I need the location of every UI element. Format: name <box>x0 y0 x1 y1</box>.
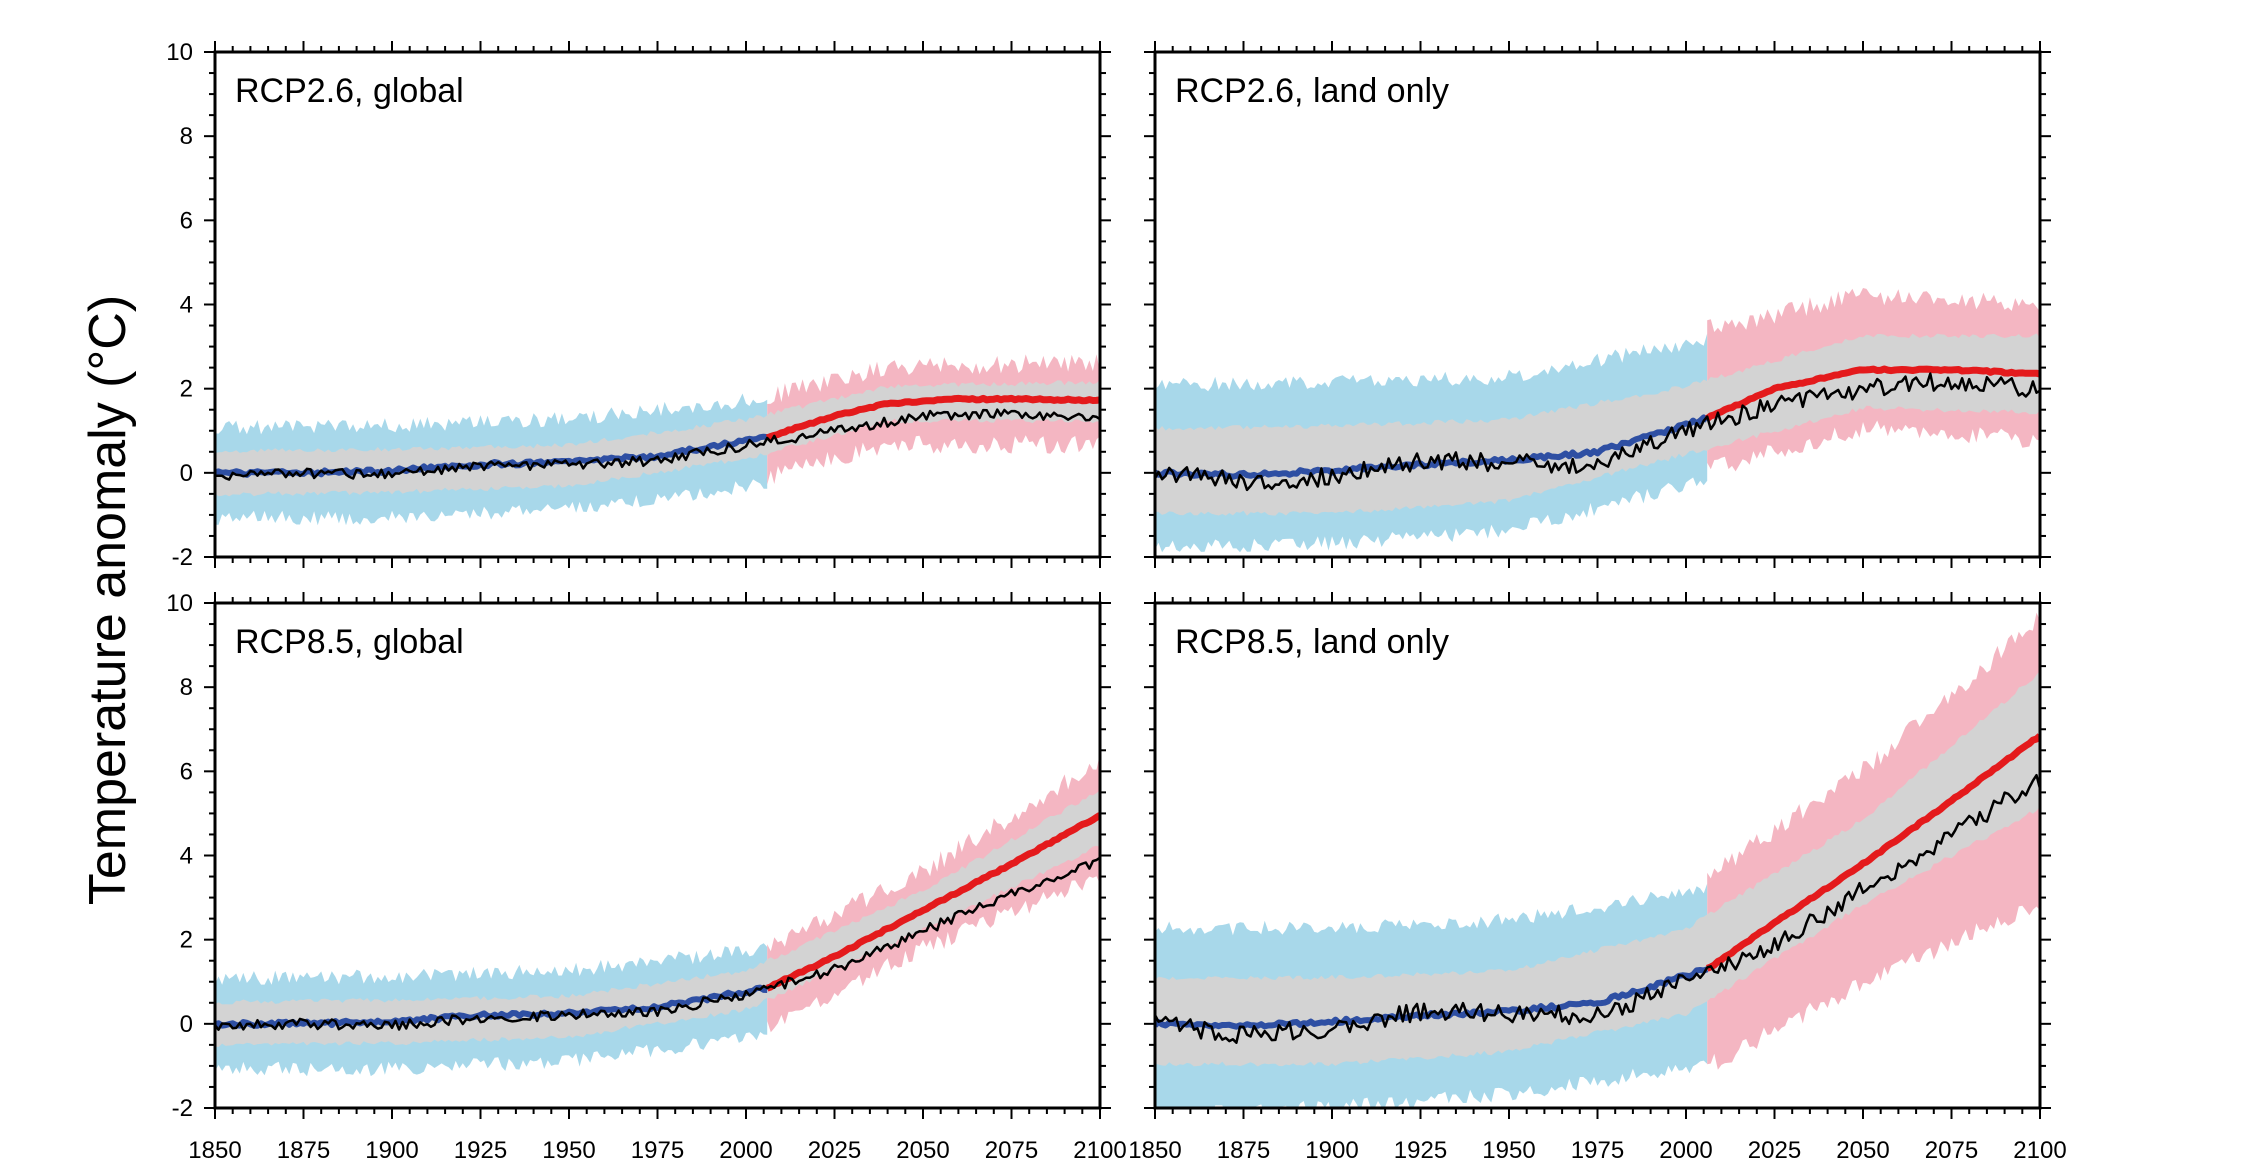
x-tick-label: 1850 <box>1128 1137 1181 1164</box>
plot-area <box>215 354 1100 526</box>
single-run-line <box>1155 773 2040 1044</box>
panel-title: RCP8.5, land only <box>1175 623 1449 661</box>
x-tick-label: 2050 <box>1836 1137 1889 1164</box>
y-tick-label: 4 <box>180 843 193 870</box>
x-tick-label: 1950 <box>1482 1137 1535 1164</box>
single-run-line <box>215 856 1100 1031</box>
projection-mean-line <box>766 812 1100 992</box>
projection-mean-line <box>1706 733 2040 972</box>
plot-area <box>215 753 1100 1077</box>
x-tick-label: 2025 <box>1748 1137 1801 1164</box>
panel-bottom-right: 1850 1875 1900 1925 1950 1975 2000 2025 2050 2075… <box>1128 592 2067 1164</box>
x-tick-label: 1875 <box>1217 1137 1270 1164</box>
y-tick-label: 10 <box>166 39 193 66</box>
y-tick-label: 2 <box>180 376 193 403</box>
x-tick-label: 1925 <box>1394 1137 1447 1164</box>
x-tick-label: 2000 <box>719 1137 772 1164</box>
x-tick-label: 2050 <box>896 1137 949 1164</box>
x-tick-label: 1850 <box>188 1137 241 1164</box>
historical-mean-line <box>1155 414 1710 480</box>
x-tick-label: 2075 <box>985 1137 1038 1164</box>
y-axis-label: Temperature anomaly (°C) <box>79 295 137 905</box>
y-tick-label: 6 <box>180 207 193 234</box>
x-tick-label: 2025 <box>808 1137 861 1164</box>
y-tick-label: 0 <box>180 460 193 487</box>
y-tick-label: -2 <box>172 1095 193 1122</box>
x-tick-label: 1875 <box>277 1137 330 1164</box>
panel-top-right: RCP2.6, land only <box>1144 41 2051 568</box>
x-tick-label: 2100 <box>1073 1137 1126 1164</box>
y-tick-label: 10 <box>166 590 193 617</box>
projection-mean-line <box>1705 365 2040 422</box>
y-tick-label: -2 <box>172 544 193 571</box>
plot-area <box>1155 612 2040 1108</box>
y-tick-label: 4 <box>180 292 193 319</box>
panel-title: RCP8.5, global <box>235 623 464 661</box>
panel-title: RCP2.6, land only <box>1175 72 1449 110</box>
single-run-line <box>1155 372 2040 492</box>
panels: -2 0 2 4 6 8 10 RCP2.6, global RCP2.6, land only… <box>166 39 2066 1164</box>
x-tick-label: 1900 <box>365 1137 418 1164</box>
y-tick-label: 8 <box>180 674 193 701</box>
x-tick-label: 1900 <box>1305 1137 1358 1164</box>
panel-title: RCP2.6, global <box>235 72 464 110</box>
y-tick-label: 0 <box>180 1011 193 1038</box>
projection-mean-line <box>765 394 1100 442</box>
plot-area <box>1155 288 2040 553</box>
panel-top-left: -2 0 2 4 6 8 10 RCP2.6, global <box>166 39 1111 571</box>
single-run-line <box>215 408 1100 481</box>
y-tick-label: 8 <box>180 123 193 150</box>
x-tick-label: 1925 <box>454 1137 507 1164</box>
x-tick-label: 1975 <box>631 1137 684 1164</box>
x-tick-label: 1975 <box>1571 1137 1624 1164</box>
x-tick-label: 2075 <box>1925 1137 1978 1164</box>
x-tick-label: 1950 <box>542 1137 595 1164</box>
y-tick-label: 2 <box>180 927 193 954</box>
panel-bottom-left: -2 0 2 4 6 8 10 1850 1875 1900 1925 1950 1975 2000 202… <box>166 590 1126 1164</box>
y-tick-label: 6 <box>180 758 193 785</box>
x-tick-label: 2100 <box>2013 1137 2066 1164</box>
x-tick-label: 2000 <box>1659 1137 1712 1164</box>
